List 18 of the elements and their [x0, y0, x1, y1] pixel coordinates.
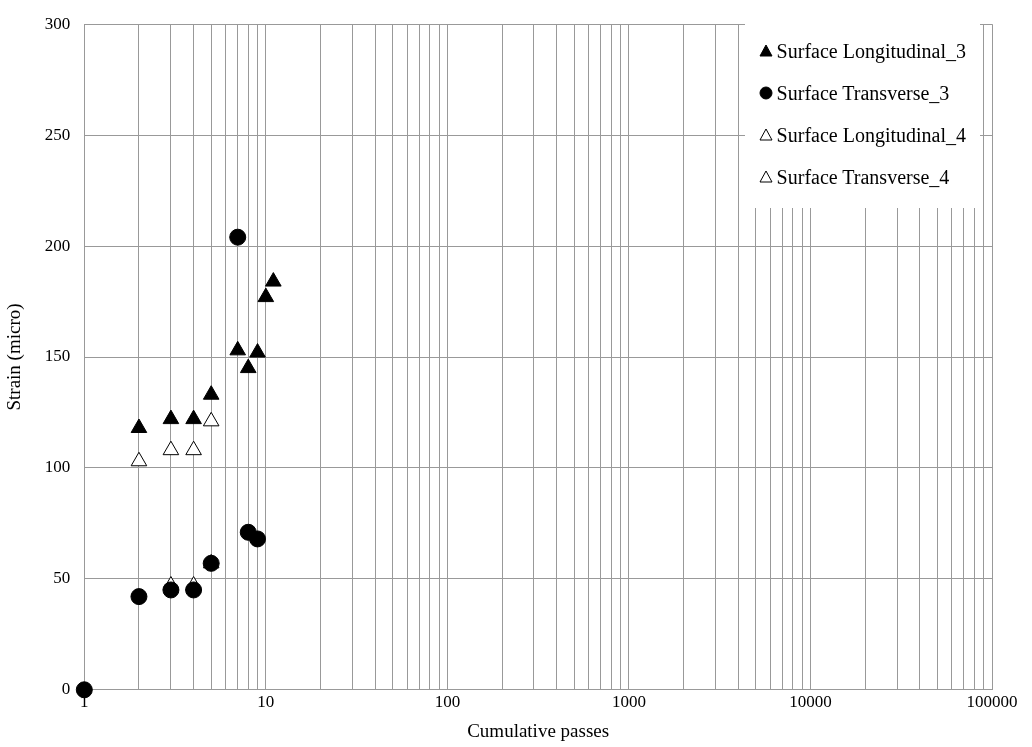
x-tick-label: 1000 [611, 692, 646, 712]
y-tick-label: 100 [44, 457, 71, 477]
legend-label: Surface Longitudinal_3 [776, 39, 966, 63]
x-tick-label: 10 [257, 692, 275, 712]
x-tick-label: 100000 [966, 692, 1018, 712]
y-tick-label: 200 [44, 235, 71, 255]
x-tick-label: 100 [434, 692, 461, 712]
x-tick-label: 10000 [789, 692, 832, 712]
y-tick-label: 50 [53, 568, 71, 588]
x-axis-title: Cumulative passes [467, 719, 610, 741]
y-tick-label: 250 [44, 124, 71, 144]
legend-label: Surface Transverse_4 [776, 165, 950, 189]
y-tick-label: 150 [44, 346, 71, 366]
legend-label: Surface Longitudinal_4 [776, 123, 966, 147]
y-tick-label: 0 [61, 679, 71, 699]
y-axis-title: Strain (micro) [3, 303, 26, 411]
legend-label: Surface Transverse_3 [776, 81, 950, 105]
y-tick-label: 300 [44, 13, 71, 33]
